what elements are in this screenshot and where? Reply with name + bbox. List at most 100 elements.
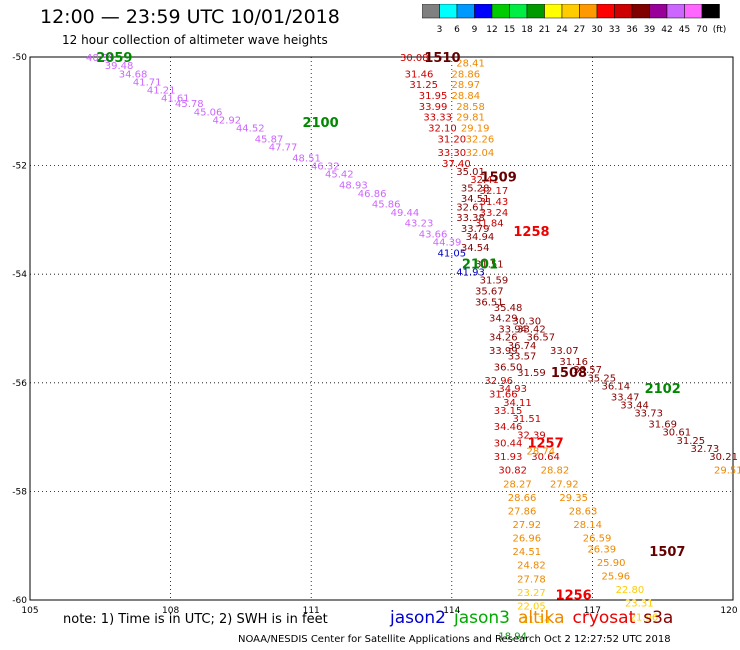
wave-height-value: 35.01 <box>456 167 485 178</box>
wave-height-value: 33.57 <box>508 352 537 363</box>
wave-height-value: 22.05 <box>517 601 546 612</box>
wave-height-value: 34.51 <box>461 194 490 205</box>
y-tick-label: -58 <box>12 487 27 497</box>
pass-time-label: 2101 <box>462 257 498 272</box>
y-tick-label: -54 <box>12 270 27 280</box>
wave-height-value: 30.30 <box>512 316 541 327</box>
wave-height-value: 45.42 <box>325 170 354 181</box>
wave-height-value: 32.96 <box>484 376 513 387</box>
wave-height-value: 22.80 <box>616 585 645 596</box>
wave-height-value: 27.86 <box>508 506 537 517</box>
y-tick-label: -52 <box>12 162 27 172</box>
y-tick-label: -60 <box>12 596 27 606</box>
wave-height-value: 36.51 <box>475 297 504 308</box>
colorbar-label: 21 <box>539 25 550 35</box>
wave-height-value: 30.64 <box>531 452 560 463</box>
wave-height-value: 41.71 <box>133 77 162 88</box>
pass-time-label: 1510 <box>424 51 460 66</box>
wave-height-value: 34.68 <box>119 69 148 80</box>
y-tick-label: -50 <box>12 53 27 63</box>
wave-height-value: 34.26 <box>489 333 518 344</box>
wave-height-value: 45.86 <box>372 200 401 211</box>
wave-height-value: 29.19 <box>461 124 490 135</box>
wave-height-value: 33.44 <box>620 401 649 412</box>
wave-height-value: 27.92 <box>550 479 579 490</box>
colorbar-label: 39 <box>644 25 656 35</box>
wave-height-value: 31.43 <box>480 197 509 208</box>
wave-height-value: 34.29 <box>489 314 518 325</box>
wave-height-value: 18.94 <box>498 631 527 642</box>
wave-height-value: 31.25 <box>409 80 438 91</box>
wave-height-value: 34.94 <box>466 232 495 243</box>
wave-height-value: 46.86 <box>358 189 387 200</box>
wave-height-value: 31.59 <box>517 368 546 379</box>
x-tick-label: 117 <box>584 606 601 616</box>
wave-height-value: 33.47 <box>611 392 640 403</box>
wave-height-value: 31.59 <box>480 276 509 287</box>
wave-height-value: 21.96 <box>630 612 659 623</box>
colorbar-label: 24 <box>556 25 568 35</box>
wave-height-value: 33.42 <box>517 325 546 336</box>
wave-height-value: 32.73 <box>691 444 720 455</box>
satellite-legend: jason2 jason3 altika cryosat s3a <box>390 608 681 628</box>
wave-height-value: 33.99 <box>419 102 448 113</box>
wave-height-value: 48.51 <box>292 153 321 164</box>
wave-height-value: 23.27 <box>517 588 546 599</box>
wave-height-value: 44.39 <box>433 238 462 249</box>
wave-height-value: 27.92 <box>512 520 541 531</box>
wave-height-value: 49.44 <box>391 208 420 219</box>
wave-height-value: 37.40 <box>442 159 471 170</box>
wave-height-value: 28.86 <box>452 69 481 80</box>
wave-height-value: 31.46 <box>405 69 434 80</box>
colorbar-label: 15 <box>504 25 515 35</box>
wave-height-value: 31.95 <box>419 91 448 102</box>
colorbar-label: (ft) <box>713 25 727 35</box>
wave-height-value: 26.59 <box>583 534 612 545</box>
colorbar-label: 12 <box>486 25 497 35</box>
chart-subtitle: 12 hour collection of altimeter wave hei… <box>62 33 328 47</box>
pass-time-label: 2100 <box>302 116 338 131</box>
legend-cryosat: cryosat <box>572 608 636 628</box>
wave-height-value: 34.11 <box>503 398 532 409</box>
wave-height-value: 44.52 <box>236 124 265 135</box>
wave-height-value: 31.84 <box>475 219 504 230</box>
wave-height-value: 33.99 <box>489 346 518 357</box>
wave-height-value: 33.38 <box>456 213 485 224</box>
wave-height-value: 34.54 <box>461 243 490 254</box>
x-tick-label: 114 <box>443 606 460 616</box>
wave-height-value: 33.15 <box>494 406 523 417</box>
wave-height-value: 24.82 <box>517 561 546 572</box>
wave-height-value: 33.30 <box>437 148 466 159</box>
wave-height-value: 36.14 <box>602 382 631 393</box>
wave-height-value: 26.96 <box>512 534 541 545</box>
pass-time-label: 2059 <box>96 51 132 66</box>
wave-height-value: 43.66 <box>419 229 448 240</box>
wave-height-value: 31.93 <box>494 452 523 463</box>
wave-height-value: 35.28 <box>461 183 490 194</box>
legend-jason3: jason3 <box>454 608 510 628</box>
pass-time-label: 2102 <box>645 382 681 397</box>
wave-height-value: 34.93 <box>498 384 527 395</box>
x-tick-label: 120 <box>720 606 737 616</box>
wave-height-value: 45.87 <box>255 134 284 145</box>
wave-height-value: 28.63 <box>569 506 598 517</box>
pass-time-label: 1507 <box>649 545 685 560</box>
wave-height-value: 36.74 <box>508 341 537 352</box>
wave-height-value: 28.14 <box>573 520 602 531</box>
wave-height-value: 21.34 <box>522 615 551 626</box>
x-tick-label: 108 <box>162 606 179 616</box>
wave-height-value: 45.06 <box>194 107 223 118</box>
wave-height-value: 29.81 <box>456 113 485 124</box>
colorbar-label: 3 <box>437 25 443 35</box>
wave-height-value: 41.05 <box>437 248 466 259</box>
pass-time-label: 1256 <box>556 589 592 604</box>
wave-height-value: 32.17 <box>480 186 509 197</box>
wave-height-value: 28.97 <box>452 80 481 91</box>
wave-height-value: 31.20 <box>437 134 466 145</box>
wave-height-value: 28.74 <box>527 447 556 458</box>
wave-height-value: 33.94 <box>498 325 527 336</box>
wave-height-value: 30.82 <box>498 466 527 477</box>
wave-height-value: 28.27 <box>503 479 532 490</box>
colorbar-label: 9 <box>472 25 478 35</box>
